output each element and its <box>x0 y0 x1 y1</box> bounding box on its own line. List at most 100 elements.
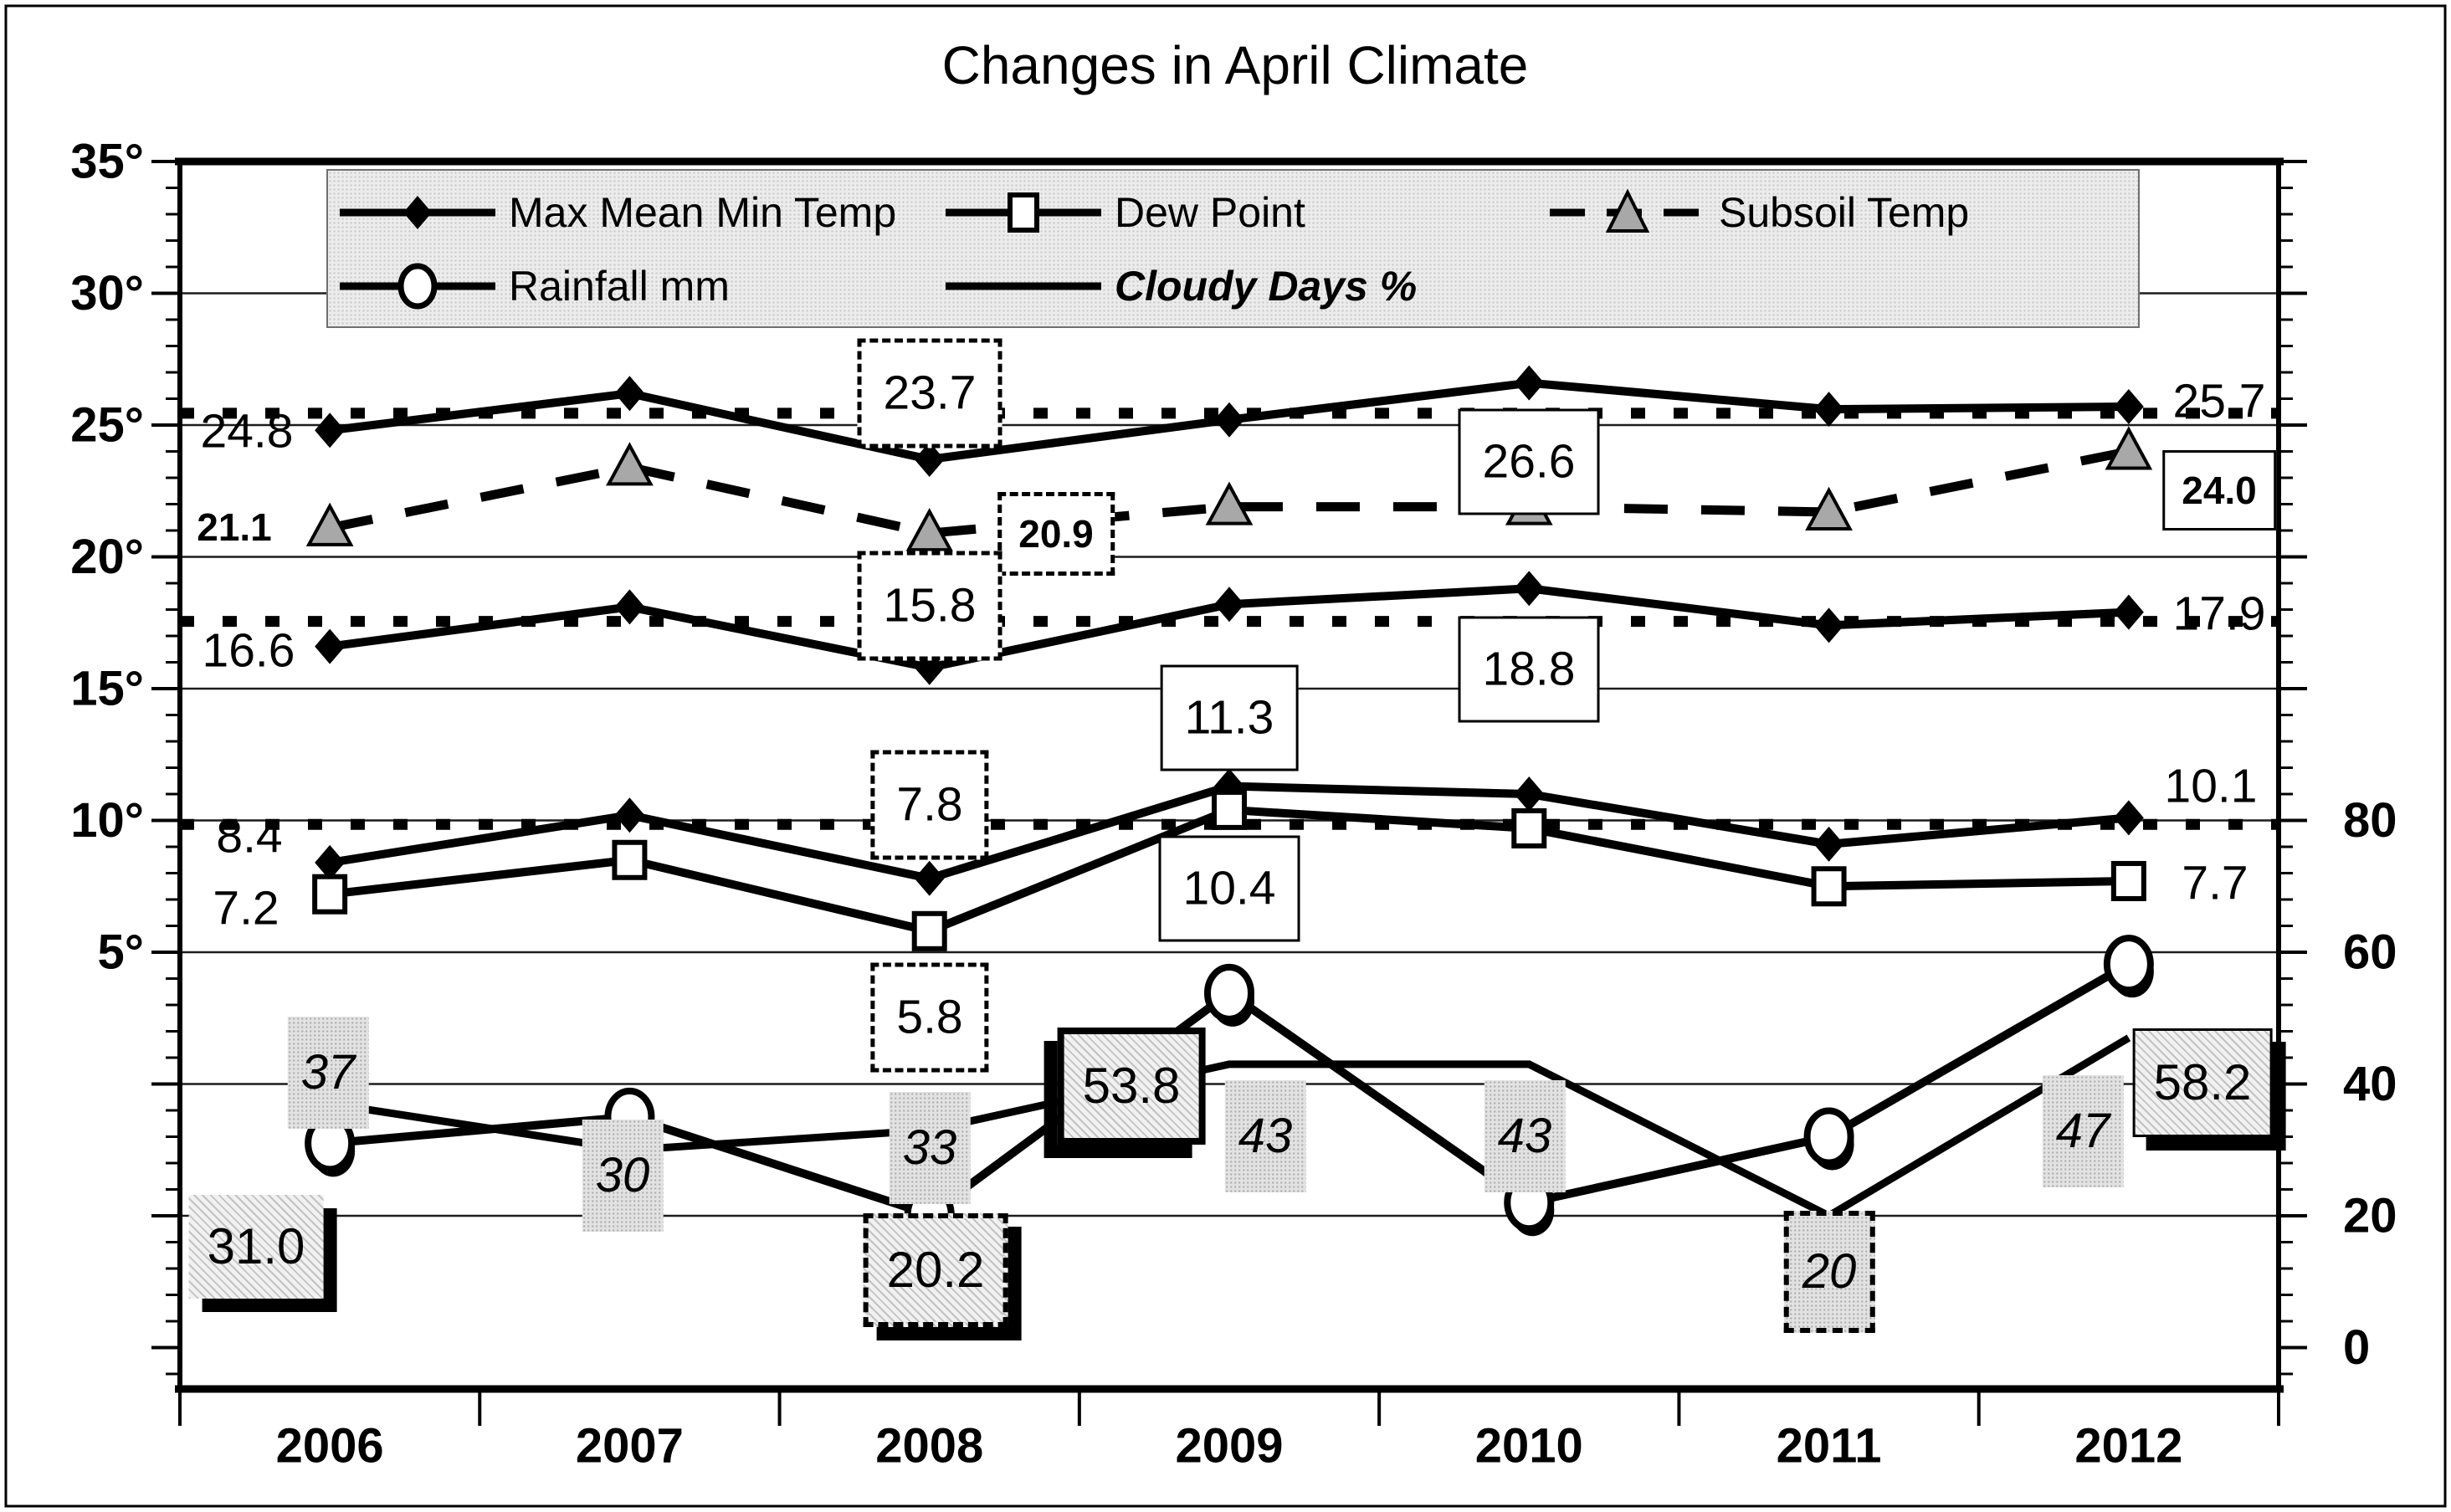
chart-title: Changes in April Climate <box>941 35 1529 95</box>
legend-swatch-canvas <box>340 196 495 229</box>
data-label-subsoil-temp-2006: 21.1 <box>197 505 272 549</box>
diamond-marker <box>614 797 645 833</box>
legend-triangle-marker <box>1605 188 1650 233</box>
left-axis-tick-label: 20° <box>70 530 144 584</box>
left-axis-tick-label: 15° <box>70 662 144 716</box>
square-marker <box>312 874 348 915</box>
square-marker <box>1811 866 1847 907</box>
legend-label: Cloudy Days % <box>1115 263 1418 310</box>
data-label-subsoil-temp-2012: 24.0 <box>2162 450 2276 530</box>
data-label-dew-point-2012: 7.7 <box>2182 856 2248 910</box>
diamond-marker <box>614 376 645 412</box>
diamond-marker <box>914 860 945 896</box>
x-axis-year-label: 2011 <box>1777 1419 1882 1474</box>
data-label-cloudy-days--2010: 43 <box>1484 1080 1566 1192</box>
legend-swatch-canvas <box>1550 188 1705 233</box>
diamond-marker <box>614 589 645 625</box>
data-label-rainfall-mm-2009: 53.8 <box>1057 1028 1206 1145</box>
legend-item-subsoil-temp: Subsoil Temp <box>1548 177 1969 248</box>
markers-mean-temp <box>315 571 2144 685</box>
data-label-cloudy-days--2011: 20 <box>1783 1211 1875 1333</box>
triangle-dashed-line-marker-icon <box>1548 179 1707 246</box>
legend-label: Subsoil Temp <box>1719 189 1970 236</box>
diamond-marker <box>1514 777 1545 812</box>
circle-marker <box>2103 935 2154 994</box>
right-axis-tick-label: 20 <box>2343 1189 2397 1243</box>
circle-line-marker-icon <box>338 253 497 320</box>
triangle-marker <box>606 442 654 486</box>
square-marker <box>1212 789 1247 830</box>
diamond-marker <box>1514 365 1545 401</box>
legend-label: Max Mean Min Temp <box>509 189 897 236</box>
x-axis-year-label: 2009 <box>1175 1419 1283 1474</box>
data-label-rainfall-mm-2008: 20.2 <box>863 1213 1008 1327</box>
data-label-max-temp-2006: 24.8 <box>200 404 294 459</box>
markers-max-temp <box>315 365 2144 477</box>
legend-diamond-marker <box>403 196 432 229</box>
square-marker <box>911 910 947 951</box>
legend-swatch-canvas <box>946 192 1101 233</box>
data-label-min-temp-2006: 8.4 <box>216 809 283 864</box>
data-label-dew-point-2009: 10.4 <box>1158 835 1300 942</box>
markers-min-temp <box>315 768 2144 896</box>
data-label-cloudy-days--2009: 43 <box>1224 1080 1306 1192</box>
diamond-line-marker-icon <box>338 179 497 246</box>
legend-item-dew-point: Dew Point <box>944 177 1305 248</box>
data-label-cloudy-days--2006: 37 <box>287 1017 369 1129</box>
data-label-mean-temp-2006: 16.6 <box>202 623 295 678</box>
diamond-marker <box>1214 587 1244 623</box>
triangle-marker <box>905 507 954 552</box>
diamond-marker <box>1813 826 1844 862</box>
plain-line-marker-icon <box>944 253 1103 320</box>
x-axis-year-label: 2012 <box>2074 1419 2182 1474</box>
left-axis-tick-label: 10° <box>70 793 144 848</box>
diamond-marker <box>1813 607 1844 643</box>
x-axis-year-label: 2006 <box>276 1419 384 1474</box>
circle-marker <box>1803 1107 1854 1166</box>
legend: Max Mean Min Temp Dew Point Subsoil Temp… <box>326 169 2140 328</box>
data-label-cloudy-days--2008: 33 <box>889 1092 971 1204</box>
diamond-marker <box>315 844 346 880</box>
diamond-marker <box>2113 800 2144 836</box>
left-axis-tick-label: 30° <box>70 266 144 320</box>
image-border <box>4 4 2447 1508</box>
diamond-marker <box>914 441 945 477</box>
legend-item-cloudy-days: Cloudy Days % <box>944 251 1417 321</box>
legend-item-rainfall: Rainfall mm <box>338 251 730 321</box>
right-axis-tick-label: 80 <box>2343 793 2397 848</box>
left-axis-tick-label: 5° <box>98 925 144 980</box>
square-marker <box>612 839 648 880</box>
data-label-subsoil-temp-2008: 20.9 <box>997 492 1115 576</box>
data-label-mean-temp-2012: 17.9 <box>2172 587 2266 641</box>
data-label-dew-point-2006: 7.2 <box>213 881 279 935</box>
data-label-max-temp-2008: 23.7 <box>857 338 1002 448</box>
diamond-marker <box>1514 571 1545 607</box>
diamond-marker <box>2113 388 2144 424</box>
square-marker <box>2110 860 2146 901</box>
square-line-marker-icon <box>944 179 1103 246</box>
markers-dew-point <box>312 789 2146 951</box>
diamond-marker <box>315 628 346 664</box>
x-axis-year-label: 2008 <box>875 1419 983 1474</box>
diamond-marker <box>1214 402 1244 438</box>
square-marker <box>1511 807 1547 848</box>
diamond-marker <box>1813 392 1844 428</box>
legend-square-marker <box>1008 192 1039 233</box>
plot-frame <box>175 157 2284 1393</box>
right-axis-tick-label: 40 <box>2343 1057 2397 1111</box>
diamond-marker <box>315 413 346 448</box>
data-label-max-temp-2010: 26.6 <box>1458 408 1600 515</box>
triangle-marker <box>305 502 354 546</box>
diamond-marker <box>2113 594 2144 630</box>
data-label-mean-temp-2008: 15.8 <box>857 551 1002 661</box>
triangle-marker <box>1805 486 1853 530</box>
triangle-marker <box>1205 481 1254 525</box>
data-label-min-temp-2008: 7.8 <box>870 750 989 860</box>
data-label-min-temp-2012: 10.1 <box>2164 759 2258 813</box>
legend-item-max-mean-min-temp: Max Mean Min Temp <box>338 177 896 248</box>
data-label-rainfall-mm-2012: 58.2 <box>2132 1028 2273 1137</box>
triangle-marker <box>2105 426 2153 470</box>
data-label-dew-point-2008: 5.8 <box>870 962 989 1073</box>
